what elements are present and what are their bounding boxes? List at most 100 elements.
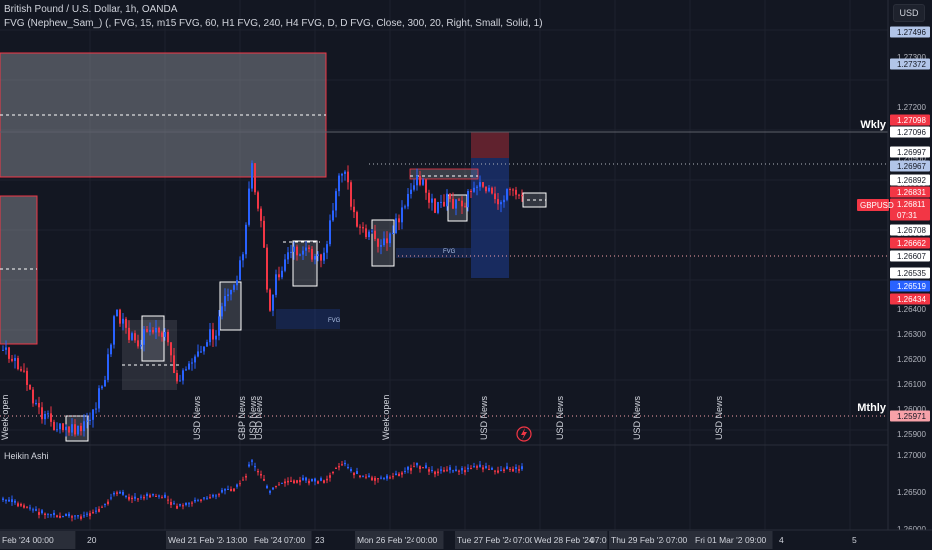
candle-body bbox=[266, 247, 268, 290]
candle-body bbox=[374, 230, 376, 239]
ha-candle-body bbox=[281, 482, 283, 484]
ha-candle-body bbox=[311, 478, 313, 482]
ha-candle-body bbox=[494, 470, 496, 472]
candle-body bbox=[440, 201, 442, 203]
time-label: Wed 21 Feb '24 bbox=[168, 535, 228, 545]
price-badge-label: 1.26434 bbox=[897, 295, 926, 304]
event-label: Week open bbox=[381, 395, 391, 440]
candle-body bbox=[515, 189, 517, 195]
candle-body bbox=[170, 342, 172, 356]
ha-candle-body bbox=[197, 500, 199, 502]
price-badge bbox=[890, 126, 930, 138]
time-label: Mon 26 Feb '24 bbox=[357, 535, 416, 545]
symbol-legend[interactable]: British Pound / U.S. Dollar, 1h, OANDA bbox=[4, 4, 178, 15]
time-label: Tue 27 Feb '24 bbox=[457, 535, 514, 545]
ha-candle-body bbox=[140, 496, 142, 498]
ha-candle-body bbox=[467, 467, 469, 470]
time-label: Thu 29 Feb '24 bbox=[611, 535, 668, 545]
price-badge bbox=[890, 58, 930, 70]
candle-body bbox=[230, 289, 232, 295]
time-label: 07:00 bbox=[513, 535, 535, 545]
candle-body bbox=[77, 425, 79, 435]
ha-candle-body bbox=[74, 515, 76, 517]
candle-body bbox=[416, 175, 418, 186]
candle-body bbox=[236, 280, 238, 286]
candle-body bbox=[401, 207, 403, 223]
currency-button[interactable]: USD bbox=[893, 4, 925, 22]
candle-body bbox=[335, 191, 337, 211]
ha-candle-body bbox=[209, 497, 211, 499]
ha-candle-body bbox=[323, 480, 325, 483]
candle-body bbox=[332, 210, 334, 221]
ha-candle-body bbox=[500, 469, 502, 471]
ha-candle-body bbox=[503, 469, 505, 471]
candle-body bbox=[380, 245, 382, 247]
candle-body bbox=[185, 369, 187, 371]
event-label: USD News bbox=[479, 395, 489, 440]
ha-candle-body bbox=[176, 505, 178, 509]
ha-candle-body bbox=[293, 480, 295, 484]
ha-candle-body bbox=[50, 514, 52, 516]
ha-candle-body bbox=[335, 468, 337, 469]
ha-candle-body bbox=[155, 496, 157, 497]
fvg-label: FVG bbox=[328, 318, 341, 324]
ha-candle-body bbox=[110, 497, 112, 499]
candle-body bbox=[62, 423, 64, 431]
ha-candle-body bbox=[8, 499, 10, 502]
indicator-legend[interactable]: FVG (Nephew_Sam_) (, FVG, 15, m15 FVG, 6… bbox=[4, 18, 543, 29]
ha-candle-body bbox=[212, 494, 214, 497]
ha-candle-body bbox=[146, 493, 148, 497]
time-label-box bbox=[532, 531, 608, 549]
ha-candle-body bbox=[344, 462, 346, 465]
candle-body bbox=[293, 246, 295, 252]
lightning-icon[interactable] bbox=[516, 426, 532, 442]
price-axis[interactable] bbox=[888, 0, 932, 530]
ha-candle-body bbox=[29, 507, 31, 509]
ha-candle-body bbox=[131, 497, 133, 500]
ha-candle-body bbox=[320, 478, 322, 481]
ha-candle-body bbox=[158, 495, 160, 497]
ha-candle-body bbox=[122, 491, 124, 495]
candle-body bbox=[257, 192, 259, 209]
price-badge bbox=[890, 174, 930, 186]
candle-body bbox=[164, 332, 166, 337]
ha-candle-body bbox=[32, 509, 34, 511]
candle-body bbox=[506, 189, 508, 200]
candle-body bbox=[296, 246, 298, 256]
ha-candle-body bbox=[431, 469, 433, 471]
ha-candle-body bbox=[179, 504, 181, 506]
candle-body bbox=[428, 192, 430, 203]
ha-candle-body bbox=[356, 471, 358, 474]
ha-candle-body bbox=[437, 471, 439, 474]
ha-candle-body bbox=[83, 515, 85, 517]
candle-body bbox=[65, 426, 67, 431]
ha-candle-body bbox=[227, 488, 229, 490]
candle-body bbox=[398, 218, 400, 223]
fvg-zone-blue bbox=[276, 309, 340, 329]
candle-body bbox=[248, 188, 250, 225]
ha-candle-body bbox=[161, 497, 163, 499]
time-label-box bbox=[0, 531, 76, 549]
ha-candle-body bbox=[38, 512, 40, 515]
ha-candle-body bbox=[224, 489, 226, 491]
candle-body bbox=[434, 198, 436, 213]
ha-candle-body bbox=[5, 500, 7, 502]
candle-body bbox=[95, 408, 97, 410]
candle-body bbox=[227, 294, 229, 297]
ha-candle-body bbox=[14, 500, 16, 503]
candle-body bbox=[491, 187, 493, 194]
candle-body bbox=[206, 342, 208, 347]
ha-candle-body bbox=[98, 508, 100, 512]
price-tick: 1.26100 bbox=[897, 380, 926, 389]
ha-candle-body bbox=[479, 464, 481, 467]
candle-body bbox=[344, 171, 346, 174]
candle-body bbox=[11, 358, 13, 361]
candle-body bbox=[353, 206, 355, 213]
ha-candle-body bbox=[290, 480, 292, 482]
ha-candle-body bbox=[26, 506, 28, 508]
ha-candle-body bbox=[461, 468, 463, 471]
ha-candle-body bbox=[482, 467, 484, 470]
candle-body bbox=[29, 384, 31, 390]
